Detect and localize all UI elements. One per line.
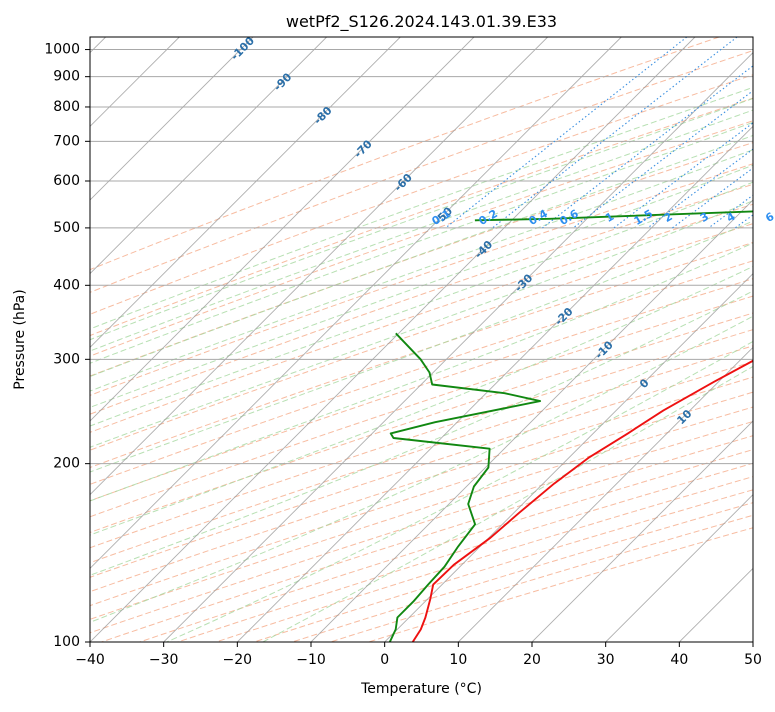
isotherm-line <box>606 37 775 642</box>
dry-adiabat <box>0 37 775 642</box>
isotherm-label: -60 <box>392 171 415 194</box>
y-axis-ticks: 100 200 300 400 500 600 700 800 900 1000 <box>44 42 90 650</box>
dry-adiabat <box>216 37 775 642</box>
x-tick-label: −20 <box>223 652 253 668</box>
y-tick-label: 200 <box>53 456 80 472</box>
isotherm-label: -70 <box>352 137 375 160</box>
mixing-ratio-label: 6 <box>763 210 775 225</box>
moist-adiabat <box>0 37 775 642</box>
x-axis-label: Temperature (°C) <box>360 681 482 697</box>
moist-adiabat <box>0 37 775 642</box>
mixing-ratio-label: 0.6 <box>557 207 581 228</box>
dry-adiabat <box>0 37 775 642</box>
y-axis-label: Pressure (hPa) <box>12 289 28 389</box>
isotherm-line <box>753 37 775 642</box>
dry-adiabat <box>0 37 775 642</box>
isotherm-label: -40 <box>472 238 495 261</box>
moist-adiabat <box>0 37 775 642</box>
moist-adiabat <box>0 37 775 642</box>
moist-adiabat <box>0 37 775 642</box>
dry-adiabat <box>0 37 775 642</box>
moist-adiabat <box>0 37 775 642</box>
x-axis-ticks: −40 −30 −20 −10 0 10 20 30 40 50 <box>75 642 762 668</box>
dry-adiabat <box>0 37 775 642</box>
y-tick-label: 400 <box>53 277 80 293</box>
y-tick-label: 600 <box>53 173 80 189</box>
dry-adiabat <box>0 37 775 642</box>
dry-adiabat <box>0 37 775 642</box>
dry-adiabat <box>0 37 775 642</box>
y-tick-label: 500 <box>53 220 80 236</box>
isotherm-line <box>385 37 775 642</box>
mixing-ratio-label: 1.5 <box>632 207 655 228</box>
x-tick-label: 20 <box>523 652 541 668</box>
y-tick-label: 700 <box>53 133 80 149</box>
isotherm-label: 0 <box>637 376 652 391</box>
background-lines <box>0 37 775 642</box>
x-tick-label: 30 <box>597 652 615 668</box>
dry-adiabat <box>0 37 775 642</box>
moist-adiabat <box>0 37 775 642</box>
y-tick-label: 100 <box>53 634 80 650</box>
dewpoint-profile <box>475 70 775 221</box>
chart-title: wetPf2_S126.2024.143.01.39.E33 <box>286 12 557 32</box>
dry-adiabat <box>0 37 775 642</box>
y-tick-label: 900 <box>53 69 80 85</box>
dry-adiabat <box>102 37 775 642</box>
dry-adiabat <box>0 37 775 642</box>
dry-adiabat <box>0 37 775 642</box>
moist-adiabat <box>263 37 775 642</box>
dry-adiabat <box>0 37 775 642</box>
isotherm-line <box>0 37 327 642</box>
x-tick-label: −10 <box>296 652 326 668</box>
y-tick-label: 800 <box>53 99 80 115</box>
mixing-ratio-line <box>573 37 775 228</box>
moist-adiabat <box>0 37 775 642</box>
moist-adiabat <box>0 37 775 642</box>
isotherm-line <box>237 37 775 642</box>
dry-adiabat <box>0 37 775 642</box>
y-tick-label: 1000 <box>44 42 80 58</box>
moist-adiabat <box>0 37 775 642</box>
mixing-ratio-line <box>709 37 775 228</box>
plot-frame <box>90 37 753 642</box>
x-tick-label: 0 <box>380 652 389 668</box>
isotherm-label: -20 <box>552 305 575 328</box>
x-tick-label: 10 <box>449 652 467 668</box>
isotherm-label: -10 <box>593 338 616 361</box>
moist-adiabat <box>0 37 775 642</box>
x-tick-label: 40 <box>670 652 688 668</box>
mixing-ratio-label: 1 <box>603 210 616 225</box>
isotherm-label: -90 <box>271 70 294 93</box>
x-tick-label: −40 <box>75 652 105 668</box>
x-tick-label: −30 <box>149 652 179 668</box>
moist-adiabat <box>0 37 775 642</box>
mixing-ratio-label: 2 <box>662 210 675 225</box>
dry-adiabat <box>0 37 775 642</box>
dry-adiabat <box>178 37 775 642</box>
isotherm-line <box>16 37 621 642</box>
isotherm-line <box>164 37 769 642</box>
isotherm-line <box>679 37 775 642</box>
mixing-ratio-line <box>614 37 775 228</box>
x-tick-label: 50 <box>744 652 762 668</box>
mixing-ratio-line <box>735 37 775 228</box>
dry-adiabat <box>0 37 775 642</box>
isotherm-label: 10 <box>674 407 694 427</box>
moist-adiabat <box>0 37 775 642</box>
dry-adiabat <box>0 37 775 642</box>
mixing-ratio-line <box>493 37 738 228</box>
isotherm-line <box>0 37 253 642</box>
isotherm-label: -30 <box>512 271 535 294</box>
isotherm-line <box>458 37 775 642</box>
y-tick-label: 300 <box>53 351 80 367</box>
isotherm-line <box>0 37 400 642</box>
dry-adiabat <box>0 37 775 642</box>
isotherm-label: -100 <box>228 34 257 63</box>
dry-adiabat <box>0 37 775 642</box>
